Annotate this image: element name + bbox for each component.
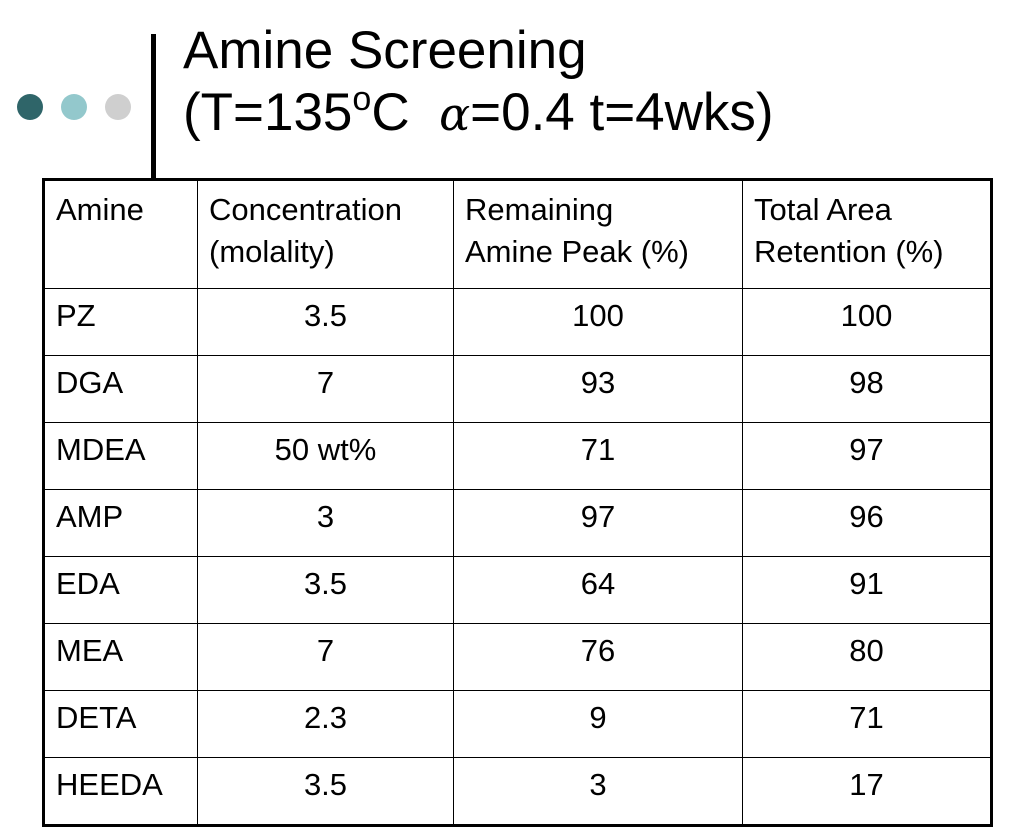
title-alpha-symbol: α xyxy=(439,87,471,141)
table-row: DGA 7 93 98 xyxy=(43,355,992,423)
cell-total-area-retention: 98 xyxy=(742,355,992,423)
cell-remaining-amine-peak: 97 xyxy=(453,489,743,557)
header-retention-line-2: Retention (%) xyxy=(754,234,944,269)
cell-amine: AMP xyxy=(43,489,198,557)
table-row: MEA 7 76 80 xyxy=(43,623,992,691)
title-degree-superscript: o xyxy=(352,80,372,118)
table-row: MDEA 50 wt% 71 97 xyxy=(43,422,992,490)
header-total-area-retention: Total Area Retention (%) xyxy=(742,179,992,289)
header-remaining-line-1: Remaining xyxy=(465,192,614,227)
cell-concentration: 3.5 xyxy=(197,556,454,624)
cell-total-area-retention: 91 xyxy=(742,556,992,624)
title-divider-rule xyxy=(151,34,156,180)
header-retention-line-1: Total Area xyxy=(754,192,892,227)
cell-total-area-retention: 100 xyxy=(742,288,992,356)
title-line-2: (T=135oC α=0.4 t=4wks) xyxy=(183,82,774,145)
title-temperature-prefix: (T=135 xyxy=(183,83,353,142)
cell-amine: MEA xyxy=(43,623,198,691)
table-row: EDA 3.5 64 91 xyxy=(43,556,992,624)
header-concentration-line-2: (molality) xyxy=(209,234,335,269)
header-amine: Amine xyxy=(43,179,198,289)
amine-screening-table: Amine Concentration (molality) Remaining… xyxy=(42,178,993,827)
decorative-dots xyxy=(17,94,132,120)
cell-total-area-retention: 97 xyxy=(742,422,992,490)
header-amine-label: Amine xyxy=(56,192,144,227)
cell-remaining-amine-peak: 64 xyxy=(453,556,743,624)
dot-light-teal xyxy=(61,94,87,120)
dot-dark xyxy=(17,94,43,120)
cell-remaining-amine-peak: 76 xyxy=(453,623,743,691)
cell-amine: DGA xyxy=(43,355,198,423)
cell-remaining-amine-peak: 9 xyxy=(453,690,743,758)
cell-remaining-amine-peak: 100 xyxy=(453,288,743,356)
header-concentration-line-1: Concentration xyxy=(209,192,403,227)
cell-total-area-retention: 71 xyxy=(742,690,992,758)
slide-title: Amine Screening (T=135oC α=0.4 t=4wks) xyxy=(183,20,774,145)
cell-amine: EDA xyxy=(43,556,198,624)
dot-gray xyxy=(105,94,131,120)
header-concentration: Concentration (molality) xyxy=(197,179,454,289)
title-temperature-unit: C xyxy=(371,83,410,142)
cell-total-area-retention: 96 xyxy=(742,489,992,557)
header-remaining-line-2: Amine Peak (%) xyxy=(465,234,689,269)
table-header-row: Amine Concentration (molality) Remaining… xyxy=(43,179,992,289)
table-row: DETA 2.3 9 71 xyxy=(43,690,992,758)
cell-total-area-retention: 80 xyxy=(742,623,992,691)
title-parameters-suffix: =0.4 t=4wks) xyxy=(470,83,774,142)
cell-remaining-amine-peak: 71 xyxy=(453,422,743,490)
cell-concentration: 3 xyxy=(197,489,454,557)
cell-concentration: 2.3 xyxy=(197,690,454,758)
cell-concentration: 3.5 xyxy=(197,288,454,356)
cell-remaining-amine-peak: 93 xyxy=(453,355,743,423)
cell-concentration: 7 xyxy=(197,623,454,691)
cell-amine: DETA xyxy=(43,690,198,758)
table-row: AMP 3 97 96 xyxy=(43,489,992,557)
cell-concentration: 7 xyxy=(197,355,454,423)
cell-amine: PZ xyxy=(43,288,198,356)
cell-concentration: 50 wt% xyxy=(197,422,454,490)
cell-amine: MDEA xyxy=(43,422,198,490)
title-line-1: Amine Screening xyxy=(183,21,587,80)
header-remaining-amine-peak: Remaining Amine Peak (%) xyxy=(453,179,743,289)
table-row: PZ 3.5 100 100 xyxy=(43,288,992,356)
